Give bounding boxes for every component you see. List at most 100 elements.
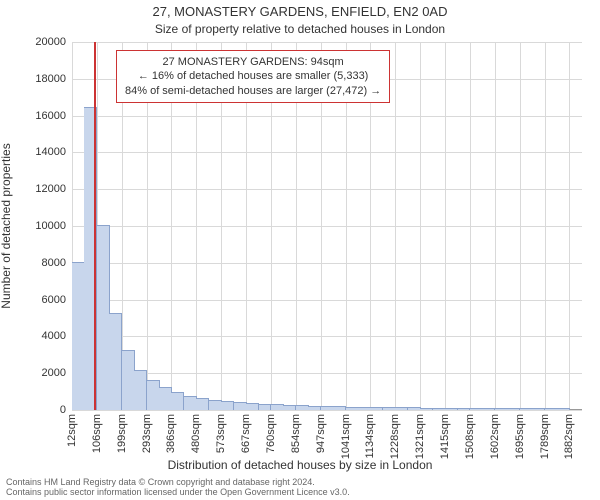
gridline-vertical: [520, 42, 521, 410]
histogram-bar: [333, 406, 346, 410]
histogram-bar: [370, 407, 383, 410]
histogram-bar: [221, 401, 234, 410]
x-tick-label: 12sqm: [66, 414, 78, 447]
histogram-bar: [134, 370, 147, 410]
histogram-bar: [234, 402, 247, 410]
x-tick-label: 1228sqm: [389, 414, 401, 459]
x-tick-label: 760sqm: [265, 414, 277, 453]
page-title: 27, MONASTERY GARDENS, ENFIELD, EN2 0AD: [0, 4, 600, 19]
histogram-bar: [296, 405, 309, 410]
gridline-vertical: [395, 42, 396, 410]
footer-line-2: Contains public sector information licen…: [6, 488, 350, 498]
histogram-bar: [408, 407, 421, 410]
plot-area: 27 MONASTERY GARDENS: 94sqm← 16% of deta…: [72, 42, 582, 410]
x-tick-label: 386sqm: [165, 414, 177, 453]
gridline-vertical: [445, 42, 446, 410]
histogram-bar: [520, 408, 533, 410]
histogram-bar: [283, 405, 296, 410]
gridline-vertical: [470, 42, 471, 410]
histogram-bar: [321, 406, 334, 410]
histogram-bar: [532, 408, 545, 410]
histogram-bar: [458, 408, 471, 410]
y-tick-label: 12000: [6, 183, 66, 195]
x-tick-label: 1321sqm: [414, 414, 426, 459]
x-tick-label: 854sqm: [290, 414, 302, 453]
histogram-bar: [470, 408, 483, 410]
gridline-horizontal: [72, 42, 582, 43]
histogram-bar: [433, 408, 446, 410]
histogram-bar: [420, 408, 433, 410]
gridline-horizontal: [72, 226, 582, 227]
gridline-vertical: [569, 42, 570, 410]
gridline-vertical: [545, 42, 546, 410]
y-tick-label: 20000: [6, 36, 66, 48]
histogram-bar: [196, 398, 209, 410]
histogram-bar: [147, 380, 160, 410]
y-tick-label: 16000: [6, 110, 66, 122]
y-tick-label: 6000: [6, 294, 66, 306]
chart-container: 27, MONASTERY GARDENS, ENFIELD, EN2 0AD …: [0, 0, 600, 500]
x-axis-title: Distribution of detached houses by size …: [0, 458, 600, 472]
marker-line: [94, 42, 96, 410]
histogram-bar: [395, 407, 408, 410]
histogram-bar: [209, 400, 222, 410]
page-subtitle: Size of property relative to detached ho…: [0, 22, 600, 36]
x-tick-label: 1602sqm: [489, 414, 501, 459]
histogram-bar: [507, 408, 520, 410]
gridline-horizontal: [72, 116, 582, 117]
histogram-bar: [259, 404, 272, 410]
y-tick-label: 2000: [6, 367, 66, 379]
x-tick-label: 947sqm: [315, 414, 327, 453]
x-tick-label: 1882sqm: [563, 414, 575, 459]
histogram-bar: [495, 408, 508, 410]
x-tick-label: 1508sqm: [464, 414, 476, 459]
histogram-bar: [308, 406, 321, 410]
histogram-bar: [122, 350, 135, 410]
histogram-bar: [545, 408, 558, 410]
x-tick-label: 1789sqm: [539, 414, 551, 459]
histogram-bar: [171, 392, 184, 410]
gridline-horizontal: [72, 410, 582, 411]
gridline-vertical: [495, 42, 496, 410]
x-tick-label: 1134sqm: [364, 414, 376, 458]
x-tick-label: 667sqm: [240, 414, 252, 453]
histogram-bar: [246, 403, 259, 410]
x-tick-label: 199sqm: [116, 414, 128, 453]
gridline-horizontal: [72, 189, 582, 190]
y-tick-label: 4000: [6, 330, 66, 342]
gridline-horizontal: [72, 336, 582, 337]
histogram-bar: [271, 404, 284, 410]
y-tick-label: 0: [6, 404, 66, 416]
gridline-horizontal: [72, 263, 582, 264]
histogram-bar: [159, 387, 172, 410]
gridline-horizontal: [72, 300, 582, 301]
histogram-bar: [72, 262, 85, 410]
gridline-horizontal: [72, 373, 582, 374]
histogram-bar: [109, 313, 122, 410]
gridline-horizontal: [72, 152, 582, 153]
callout-line: ← 16% of detached houses are smaller (5,…: [125, 69, 381, 83]
y-tick-label: 14000: [6, 146, 66, 158]
histogram-bar: [557, 408, 570, 410]
histogram-bar: [445, 408, 458, 410]
histogram-bar: [346, 407, 359, 410]
x-tick-label: 1695sqm: [514, 414, 526, 459]
histogram-bar: [97, 225, 110, 410]
histogram-bar: [184, 396, 197, 410]
x-tick-label: 106sqm: [91, 414, 103, 453]
histogram-bar: [482, 408, 495, 410]
histogram-bar: [383, 407, 396, 410]
gridline-vertical: [420, 42, 421, 410]
histogram-bar: [358, 407, 371, 410]
x-tick-label: 573sqm: [215, 414, 227, 453]
footer-attribution: Contains HM Land Registry data © Crown c…: [6, 478, 350, 498]
y-tick-label: 18000: [6, 73, 66, 85]
callout-line: 27 MONASTERY GARDENS: 94sqm: [125, 55, 381, 69]
callout-line: 84% of semi-detached houses are larger (…: [125, 84, 381, 98]
x-tick-label: 1041sqm: [340, 414, 352, 459]
callout-box: 27 MONASTERY GARDENS: 94sqm← 16% of deta…: [116, 50, 390, 103]
x-tick-label: 293sqm: [141, 414, 153, 453]
y-tick-label: 10000: [6, 220, 66, 232]
x-tick-label: 1415sqm: [439, 414, 451, 459]
y-tick-label: 8000: [6, 257, 66, 269]
